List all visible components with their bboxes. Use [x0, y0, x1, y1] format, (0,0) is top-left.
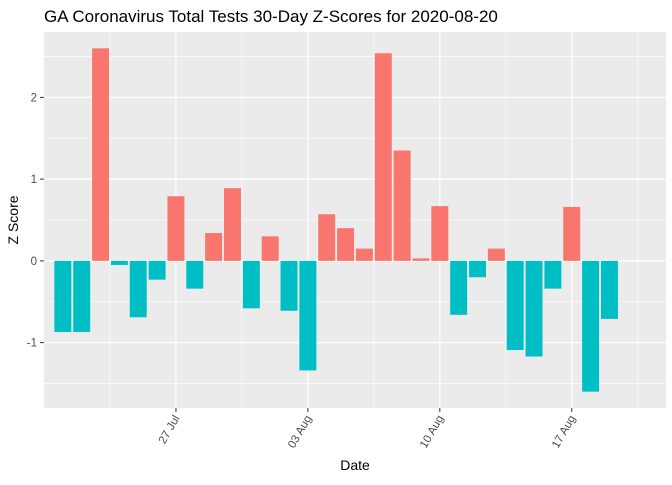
bar: [186, 260, 204, 289]
bar: [563, 206, 581, 261]
x-tick-label: 10 Aug: [418, 414, 446, 451]
bar: [261, 236, 279, 261]
bar: [450, 260, 468, 315]
bar: [205, 233, 223, 261]
bar: [73, 260, 91, 332]
chart-title: GA Coronavirus Total Tests 30-Day Z-Scor…: [44, 7, 498, 26]
bar: [148, 260, 166, 280]
bar: [318, 214, 336, 261]
bars-layer: [54, 48, 618, 392]
bar: [412, 258, 430, 261]
bar: [431, 206, 449, 261]
bar: [544, 260, 562, 289]
y-tick-label: 0: [31, 256, 37, 268]
y-axis-title: Z Score: [5, 195, 21, 244]
bar: [129, 260, 147, 318]
y-tick-label: 2: [31, 92, 37, 104]
bar: [355, 248, 373, 261]
x-axis-title: Date: [340, 457, 370, 473]
x-tick-label: 27 Jul: [157, 414, 183, 447]
bar: [167, 196, 185, 261]
bar: [374, 53, 392, 261]
bar: [487, 248, 505, 261]
bar: [242, 260, 260, 309]
bar: [525, 260, 543, 357]
bar: [506, 260, 524, 350]
bar: [280, 260, 298, 311]
y-tick-label: -1: [27, 338, 37, 350]
bar: [582, 260, 600, 392]
x-tick-label: 17 Aug: [550, 414, 578, 451]
bar: [224, 188, 241, 261]
bar: [299, 260, 317, 371]
y-tick-label: 1: [31, 174, 37, 186]
bar: [110, 260, 128, 265]
bar: [600, 260, 618, 319]
bar: [393, 150, 411, 261]
x-tick-label: 03 Aug: [286, 414, 314, 451]
bar: [92, 48, 110, 261]
bar: [54, 260, 72, 332]
bar: [337, 228, 355, 261]
bar: [469, 260, 486, 278]
